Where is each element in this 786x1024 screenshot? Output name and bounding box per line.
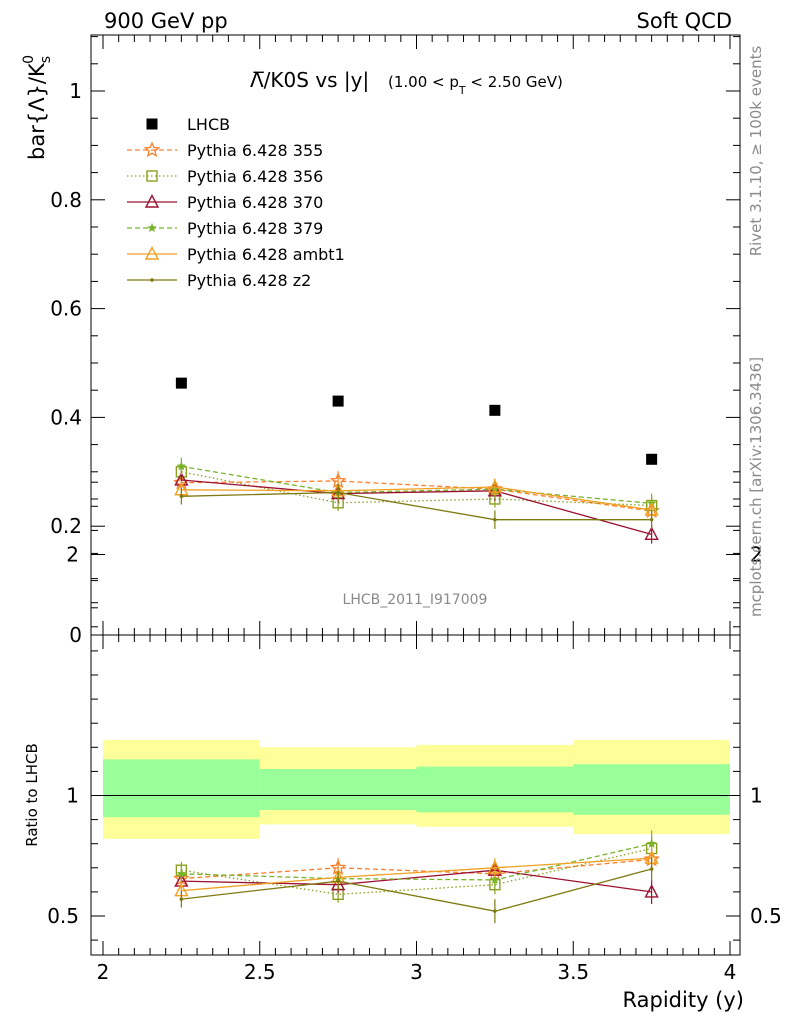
y-label-main: bar{Λ}/K (25, 62, 49, 160)
data-point-z2 (179, 494, 184, 499)
data-point-p379 (176, 868, 187, 878)
legend-marker-p355 (143, 141, 161, 158)
data-point-ambt1 (487, 479, 503, 493)
series-line-p379 (181, 465, 652, 505)
legend-marker-ambt1 (144, 245, 160, 260)
series-line-p356 (181, 847, 652, 895)
ratio-y-tick-label: 2 (66, 543, 79, 567)
x-tick-label: 3 (410, 960, 423, 984)
ratio-y-tick-label: 1 (66, 784, 79, 808)
x-tick-label: 2 (97, 960, 110, 984)
title-note-start: (1.00 < p (388, 73, 459, 91)
data-point-z2 (649, 867, 654, 871)
legend-marker-z2 (150, 278, 154, 282)
band-inner-0 (103, 759, 260, 818)
main-panel-series (173, 377, 660, 544)
ratio-y-axis-label: Ratio to LHCB (23, 743, 41, 847)
chart-title: Λ̅/K0S vs |y| (250, 68, 369, 92)
series-line-p355 (181, 480, 652, 512)
mcplots-source-label: mcplots.cern.ch [arXiv:1306.3436] (747, 357, 765, 617)
ratio-panel-series (173, 830, 660, 924)
series-line-z2 (181, 868, 652, 912)
main-y-tick-label: 0.6 (50, 297, 82, 321)
y-label-sub: s (38, 56, 54, 63)
data-point-p379 (490, 874, 500, 884)
legend-label-p356: Pythia 6.428 356 (187, 167, 323, 186)
main-y-tick-label: 0.8 (50, 188, 82, 212)
analysis-watermark: LHCB_2011_I917009 (343, 592, 488, 608)
ratio-y-tick-label-right: 1 (750, 784, 763, 808)
legend: LHCB Pythia 6.428 355 Pythia 6.428 356 Pyth… (127, 115, 345, 290)
series-line-ambt1 (181, 857, 652, 892)
data-point-p370 (644, 526, 659, 541)
data-point-lhcb (489, 404, 501, 416)
legend-marker-p370 (144, 193, 160, 208)
x-tick-label: 2.5 (244, 960, 276, 984)
axes: 0 0.2 0.4 0.6 0.8 1 2 2.5 3 3.5 4 0.5 0.5 1 1 2 2 (47, 34, 782, 984)
x-tick-label: 3.5 (557, 960, 589, 984)
main-y-tick-label: 1 (69, 79, 82, 103)
data-point-lhcb (646, 453, 658, 465)
legend-label-p370: Pythia 6.428 370 (187, 193, 323, 212)
series-line-ambt1 (181, 486, 652, 511)
data-point-p379 (176, 461, 187, 471)
data-point-z2 (493, 909, 497, 913)
band-inner-1 (259, 768, 417, 810)
y-axis-label: bar{Λ}/Ks0 (21, 55, 54, 160)
legend-label-z2: Pythia 6.428 z2 (187, 271, 311, 290)
rivet-version-label: Rivet 3.1.10, ≥ 100k events (747, 46, 765, 257)
series-line-z2 (181, 491, 652, 521)
legend-label-p379: Pythia 6.428 379 (187, 219, 323, 238)
legend-marker-p379 (147, 223, 157, 232)
data-point-z2 (493, 517, 497, 522)
series-line-p370 (181, 869, 652, 893)
energy-label: 900 GeV pp (104, 9, 228, 33)
ratio-y-tick-label: 0.5 (47, 904, 79, 928)
data-point-lhcb (332, 395, 344, 407)
band-inner-3 (573, 764, 730, 815)
legend-marker-p356 (146, 170, 158, 182)
y-label-sup: 0 (21, 55, 37, 64)
process-label: Soft QCD (637, 9, 732, 33)
title-note-tail: < 2.50 GeV) (466, 73, 563, 91)
chart-title-note: (1.00 < pT < 2.50 GeV) (388, 73, 563, 97)
data-point-z2 (336, 490, 340, 495)
data-point-lhcb (175, 377, 187, 389)
x-axis-label: Rapidity (y) (623, 988, 744, 1012)
data-point-z2 (649, 517, 654, 522)
ratio-y-tick-label-right: 2 (750, 543, 763, 567)
series-line-p379 (181, 843, 652, 881)
data-point-z2 (179, 897, 184, 901)
data-point-p370 (644, 883, 659, 898)
ratio-uncertainty-bands (103, 740, 730, 839)
data-point-p379 (646, 838, 657, 848)
legend-marker-data (146, 118, 158, 130)
legend-label-data: LHCB (187, 115, 230, 134)
main-y-tick-label: 0.2 (50, 514, 82, 538)
legend-label-ambt1: Pythia 6.428 ambt1 (187, 245, 345, 264)
data-point-z2 (336, 879, 340, 883)
ratio-y-tick-label-right: 0.5 (750, 904, 782, 928)
x-tick-label: 4 (724, 960, 737, 984)
data-point-ambt1 (487, 859, 503, 874)
band-inner-2 (416, 766, 574, 813)
main-y-tick-label: 0 (69, 623, 82, 647)
title-note-sub: T (458, 84, 466, 97)
main-y-tick-label: 0.4 (50, 405, 82, 429)
series-line-p370 (181, 479, 652, 536)
legend-label-p355: Pythia 6.428 355 (187, 141, 323, 160)
